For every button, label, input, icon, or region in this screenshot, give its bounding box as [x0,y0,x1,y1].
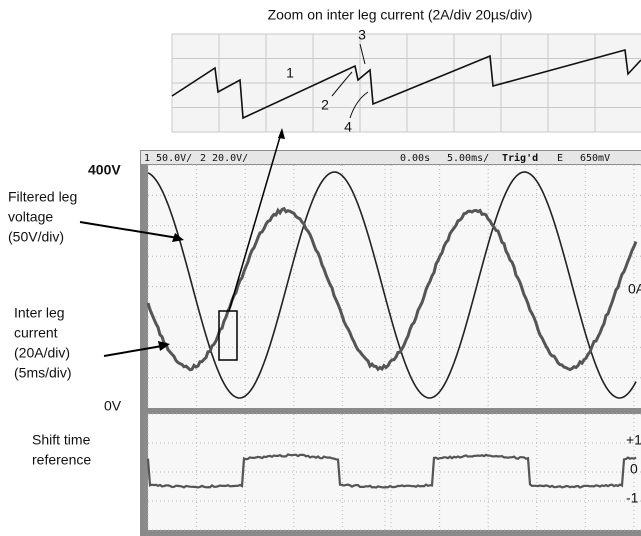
current-annotation: (20A/div) [14,345,70,361]
ch1-scale: 1 50.0V/ [144,153,192,164]
zoom-marker: 2 [321,97,329,113]
trigger-level: 650mV [580,153,610,164]
voltage-top-label: 400V [88,162,121,178]
trigger-edge: E [557,153,563,164]
reference-annotation: reference [32,452,91,468]
voltage-annotation: (50V/div) [8,229,64,245]
zoom-title: Zoom on inter leg current (2A/div 20µs/d… [268,7,533,23]
voltage-annotation: Filtered leg [8,189,77,205]
figure: Zoom on inter leg current (2A/div 20µs/d… [0,0,641,536]
zoom-marker: 3 [358,27,366,43]
upper-screen [148,165,641,408]
time-offset: 0.00s [400,153,430,164]
ref-high-label: +1 [626,432,641,448]
current-annotation: (5ms/div) [14,365,72,381]
zoom-marker: 4 [344,119,352,135]
ref-zero-label: 0 [630,461,638,477]
reference-annotation: Shift time [32,432,91,448]
current-annotation: Inter leg [14,305,65,321]
trigger-state: Trig'd [502,152,538,164]
timebase: 5.00ms/ [447,153,489,164]
current-annotation: current [14,325,58,341]
ch2-scale: 2 20.0V/ [200,153,248,164]
voltage-zero-label: 0V [104,398,122,414]
current-zero-label: 0A [628,281,641,297]
lower-screen [148,414,641,530]
ref-low-label: -1 [626,490,639,506]
zoom-marker: 1 [286,65,294,81]
voltage-annotation: voltage [8,209,53,225]
